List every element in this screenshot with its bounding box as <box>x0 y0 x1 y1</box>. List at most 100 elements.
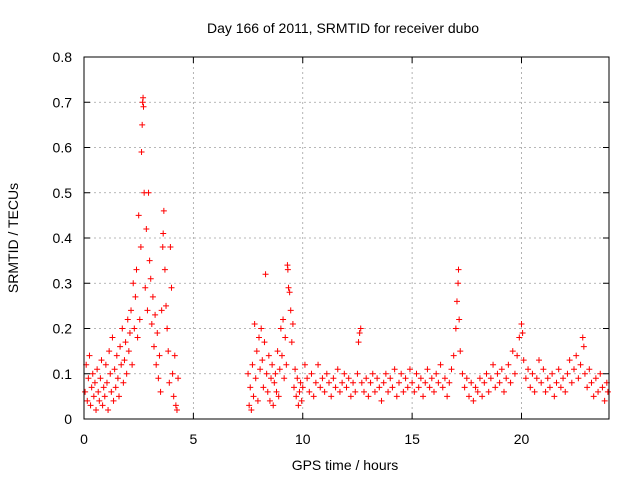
data-point <box>91 379 98 386</box>
data-point <box>413 370 420 377</box>
data-point <box>283 361 290 368</box>
data-point <box>266 397 273 404</box>
data-point <box>404 384 411 391</box>
data-point <box>406 366 413 373</box>
data-point <box>315 361 322 368</box>
data-point <box>102 361 109 368</box>
data-point <box>112 384 119 391</box>
data-point <box>294 375 301 382</box>
data-point <box>135 212 142 219</box>
data-point <box>151 343 157 350</box>
data-point <box>321 388 328 395</box>
data-point <box>476 375 483 382</box>
x-tick-label: 15 <box>404 431 420 447</box>
data-point <box>560 375 567 382</box>
data-point <box>599 384 606 391</box>
data-point <box>84 397 91 404</box>
data-point <box>278 352 285 359</box>
data-point <box>352 388 359 395</box>
data-point <box>87 402 94 409</box>
data-point <box>138 149 145 156</box>
data-point <box>276 366 283 373</box>
data-point <box>310 393 317 400</box>
data-point <box>129 361 136 368</box>
data-point <box>533 375 540 382</box>
data-point <box>437 361 444 368</box>
data-point <box>93 406 100 413</box>
data-point <box>420 393 427 400</box>
data-point <box>157 388 164 395</box>
data-point <box>169 370 176 377</box>
data-point <box>468 379 475 386</box>
data-point <box>549 370 556 377</box>
data-point <box>595 388 602 395</box>
data-point <box>564 370 571 377</box>
data-point <box>86 352 93 359</box>
data-point <box>275 393 282 400</box>
data-point <box>291 384 297 391</box>
data-point <box>133 266 140 273</box>
y-tick-label: 0.2 <box>53 321 73 337</box>
ticks: 0 0.1 0.2 0.3 0.4 0.5 0.6 0.7 0.8 0 5 10 15 20 <box>53 49 609 447</box>
data-point <box>170 393 177 400</box>
data-point <box>365 393 372 400</box>
data-point <box>374 375 381 382</box>
data-point <box>336 388 343 395</box>
data-point <box>124 316 131 323</box>
data-point <box>293 393 300 400</box>
data-point <box>496 379 503 386</box>
y-axis-label: SRMTID / TECUs <box>5 183 21 293</box>
data-point <box>417 375 424 382</box>
data-point <box>248 406 255 413</box>
data-point <box>592 375 599 382</box>
data-point <box>492 384 499 391</box>
data-point <box>345 375 352 382</box>
data-point <box>459 370 466 377</box>
data-point <box>357 325 364 332</box>
data-point <box>393 393 400 400</box>
data-point <box>376 384 383 391</box>
data-point <box>546 384 553 391</box>
data-point <box>100 384 107 391</box>
data-point <box>301 361 308 368</box>
data-point <box>472 384 479 391</box>
data-point <box>452 325 459 332</box>
data-point <box>251 320 258 327</box>
data-point <box>167 244 174 251</box>
data-point <box>304 375 311 382</box>
data-point <box>538 379 545 386</box>
data-point <box>577 361 584 368</box>
x-tick-label: 20 <box>514 431 530 447</box>
data-point <box>505 361 512 368</box>
data-point <box>601 397 608 404</box>
data-point <box>453 298 460 305</box>
data-point <box>106 348 113 355</box>
data-point <box>103 379 110 386</box>
data-point <box>389 384 396 391</box>
data-point <box>422 379 429 386</box>
data-point <box>339 379 346 386</box>
data-point <box>289 320 296 327</box>
data-point <box>323 370 330 377</box>
data-point <box>540 366 547 373</box>
data-point <box>341 370 348 377</box>
data-point <box>431 388 437 395</box>
data-point <box>132 293 139 300</box>
data-point <box>268 375 275 382</box>
data-point <box>487 375 494 382</box>
data-point <box>411 388 418 395</box>
data-point <box>306 388 313 395</box>
data-point <box>111 366 118 373</box>
data-point <box>140 94 147 101</box>
data-point <box>105 406 112 413</box>
data-point <box>246 402 253 409</box>
data-point <box>343 384 350 391</box>
data-point <box>159 244 166 251</box>
data-point <box>139 121 146 128</box>
y-tick-label: 0.1 <box>53 366 73 382</box>
data-point <box>85 375 92 382</box>
data-point <box>553 379 560 386</box>
data-point <box>272 370 279 377</box>
data-point <box>319 375 326 382</box>
